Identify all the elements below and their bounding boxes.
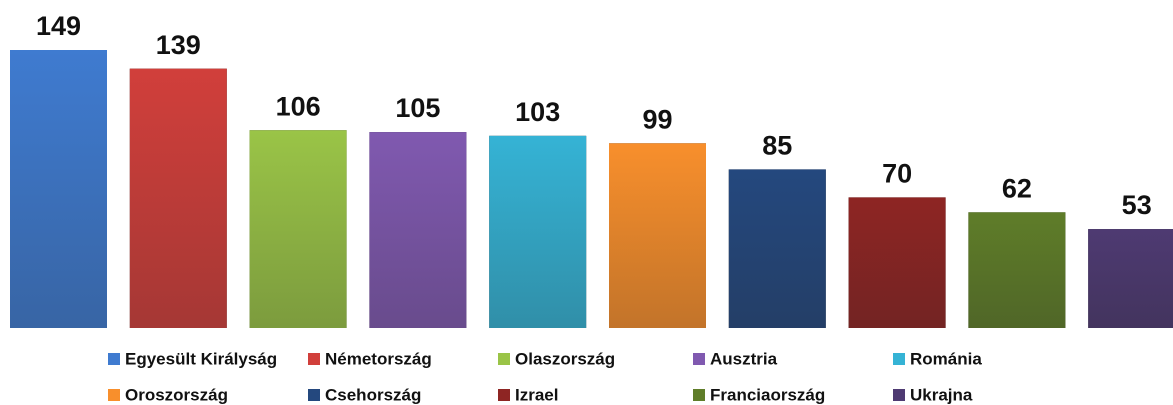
legend-label: Oroszország [125, 385, 228, 404]
value-label: 85 [762, 131, 792, 161]
value-label: 99 [642, 104, 672, 134]
legend-label: Ukrajna [910, 385, 973, 404]
bar [609, 143, 706, 328]
value-label: 53 [1122, 190, 1152, 220]
value-label: 149 [36, 11, 81, 41]
bar [489, 135, 587, 328]
legend-swatch [308, 353, 320, 365]
value-label: 106 [276, 91, 321, 121]
legend-swatch [108, 353, 120, 365]
value-label: 70 [882, 159, 912, 189]
value-label: 105 [395, 93, 440, 123]
legend-label: Németország [325, 349, 432, 368]
legend-swatch [693, 353, 705, 365]
legend-swatch [108, 389, 120, 401]
bar [1088, 229, 1173, 328]
bar [968, 212, 1066, 328]
legend-label: Izrael [515, 385, 558, 404]
legend-label: Egyesült Királyság [125, 349, 277, 368]
legend-swatch [308, 389, 320, 401]
legend-label: Ausztria [710, 349, 778, 368]
legend-swatch [498, 353, 510, 365]
bar [728, 169, 826, 328]
value-label: 62 [1002, 173, 1032, 203]
bar [249, 130, 347, 328]
legend-label: Csehország [325, 385, 421, 404]
bar [848, 197, 946, 328]
value-label: 103 [515, 97, 560, 127]
legend-label: Franciaország [710, 385, 825, 404]
legend-label: Olaszország [515, 349, 615, 368]
bar [369, 132, 467, 328]
legend-label: Románia [910, 349, 982, 368]
value-label: 139 [156, 30, 201, 60]
legend-swatch [893, 353, 905, 365]
legend-swatch [893, 389, 905, 401]
legend-swatch [498, 389, 510, 401]
legend-swatch [693, 389, 705, 401]
bar [10, 50, 107, 328]
bar [129, 68, 227, 328]
